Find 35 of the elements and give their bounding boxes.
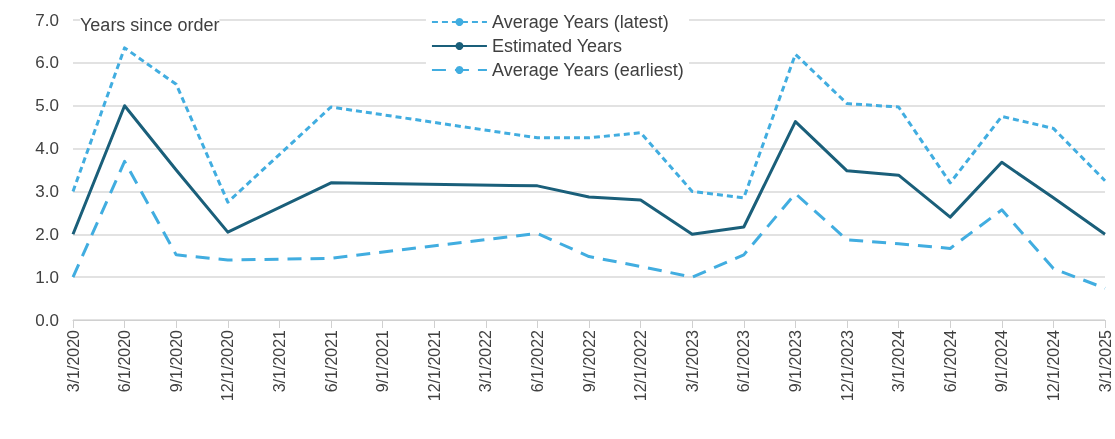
x-tick-label: 3/1/2024 [890, 329, 908, 393]
x-tick-label: 9/1/2021 [374, 329, 392, 393]
x-tick-label: 9/1/2023 [786, 329, 804, 393]
y-tick-label: 2.0 [35, 224, 59, 244]
y-tick-label: 0.0 [35, 310, 59, 330]
y-tick-label: 4.0 [35, 139, 59, 159]
line-series [71, 159, 1107, 290]
x-tick-label: 6/1/2023 [735, 329, 753, 393]
x-tick-label: 9/1/2024 [993, 329, 1011, 393]
legend-label: Average Years (latest) [491, 12, 669, 32]
y-tick-label: 6.0 [35, 53, 59, 73]
y-tick-label: 1.0 [35, 267, 59, 287]
x-tick-label: 6/1/2020 [116, 329, 134, 393]
legend-label: Average Years (earliest) [491, 60, 684, 80]
x-tick-label: 9/1/2022 [580, 329, 598, 393]
x-tick-label: 3/1/2025 [1096, 329, 1114, 393]
x-tick-label: 12/1/2021 [425, 329, 443, 402]
x-tick-label: 12/1/2023 [838, 329, 856, 402]
x-tick-label: 6/1/2022 [528, 329, 546, 393]
legend-label: Estimated Years [491, 36, 623, 56]
x-tick-label: 6/1/2024 [941, 329, 959, 393]
y-tick-label: 3.0 [35, 181, 59, 201]
x-tick-label: 6/1/2021 [322, 329, 340, 393]
y-tick-label: 7.0 [35, 10, 59, 30]
x-tick-label: 3/1/2020 [64, 329, 82, 393]
x-tick-label: 9/1/2020 [167, 329, 185, 393]
y-tick-label: 5.0 [35, 96, 59, 116]
x-tick-label: 12/1/2024 [1044, 329, 1062, 402]
x-tick-label: 3/1/2021 [270, 329, 288, 393]
line-series [71, 104, 1107, 236]
y-axis-title: Years since order [80, 15, 220, 35]
x-tick-label: 3/1/2023 [683, 329, 701, 393]
x-tick-label: 12/1/2022 [632, 329, 650, 402]
x-tick-label: 3/1/2022 [477, 329, 495, 393]
x-tick-label: 12/1/2020 [219, 329, 237, 402]
